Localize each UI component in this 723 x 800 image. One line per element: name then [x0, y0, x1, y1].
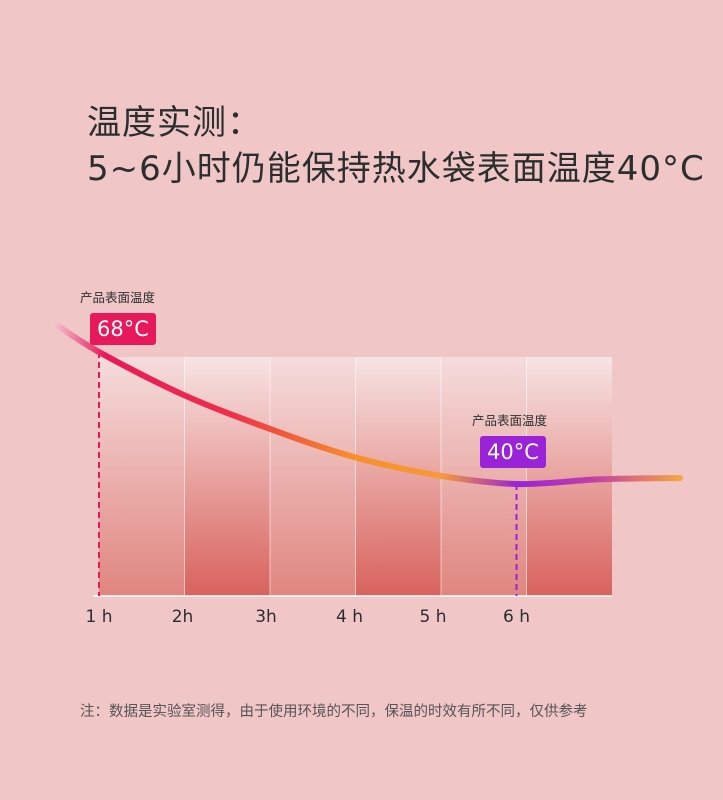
x-tick-label: 5 h: [420, 607, 447, 627]
title-line-2: 5~6小时仍能保持热水袋表面温度40°C: [87, 149, 705, 189]
chart-panel: [99, 357, 185, 596]
x-tick-label: 3h: [255, 607, 277, 627]
x-tick-label: 2h: [172, 607, 194, 627]
chart-panel: [184, 357, 270, 596]
annotation-value: 40°C: [487, 440, 539, 464]
annotation-value: 68°C: [97, 317, 149, 341]
x-tick-label: 4 h: [336, 607, 363, 627]
x-tick-label: 1 h: [86, 607, 113, 627]
annotation-badge: [480, 436, 546, 468]
chart-markers: [98, 352, 518, 596]
x-tick-label: 6 h: [503, 607, 530, 627]
chart-callouts: 产品表面温度 68°C 产品表面温度 40°C: [80, 290, 548, 468]
title-line-1: 温度实测：: [87, 103, 262, 143]
annotation-caption: 产品表面温度: [472, 413, 548, 428]
x-axis-ticks: 1 h 2h 3h 4 h 5 h 6 h: [86, 607, 531, 627]
page-title: 温度实测： 5~6小时仍能保持热水袋表面温度40°C: [87, 100, 705, 192]
chart-panel: [270, 357, 356, 596]
annotation-badge: [90, 313, 156, 345]
annotation-caption: 产品表面温度: [80, 290, 156, 305]
temperature-curve: [55, 323, 683, 488]
footnote: 注：数据是实验室测得，由于使用环境的不同，保温的时效有所不同，仅供参考: [80, 704, 588, 720]
